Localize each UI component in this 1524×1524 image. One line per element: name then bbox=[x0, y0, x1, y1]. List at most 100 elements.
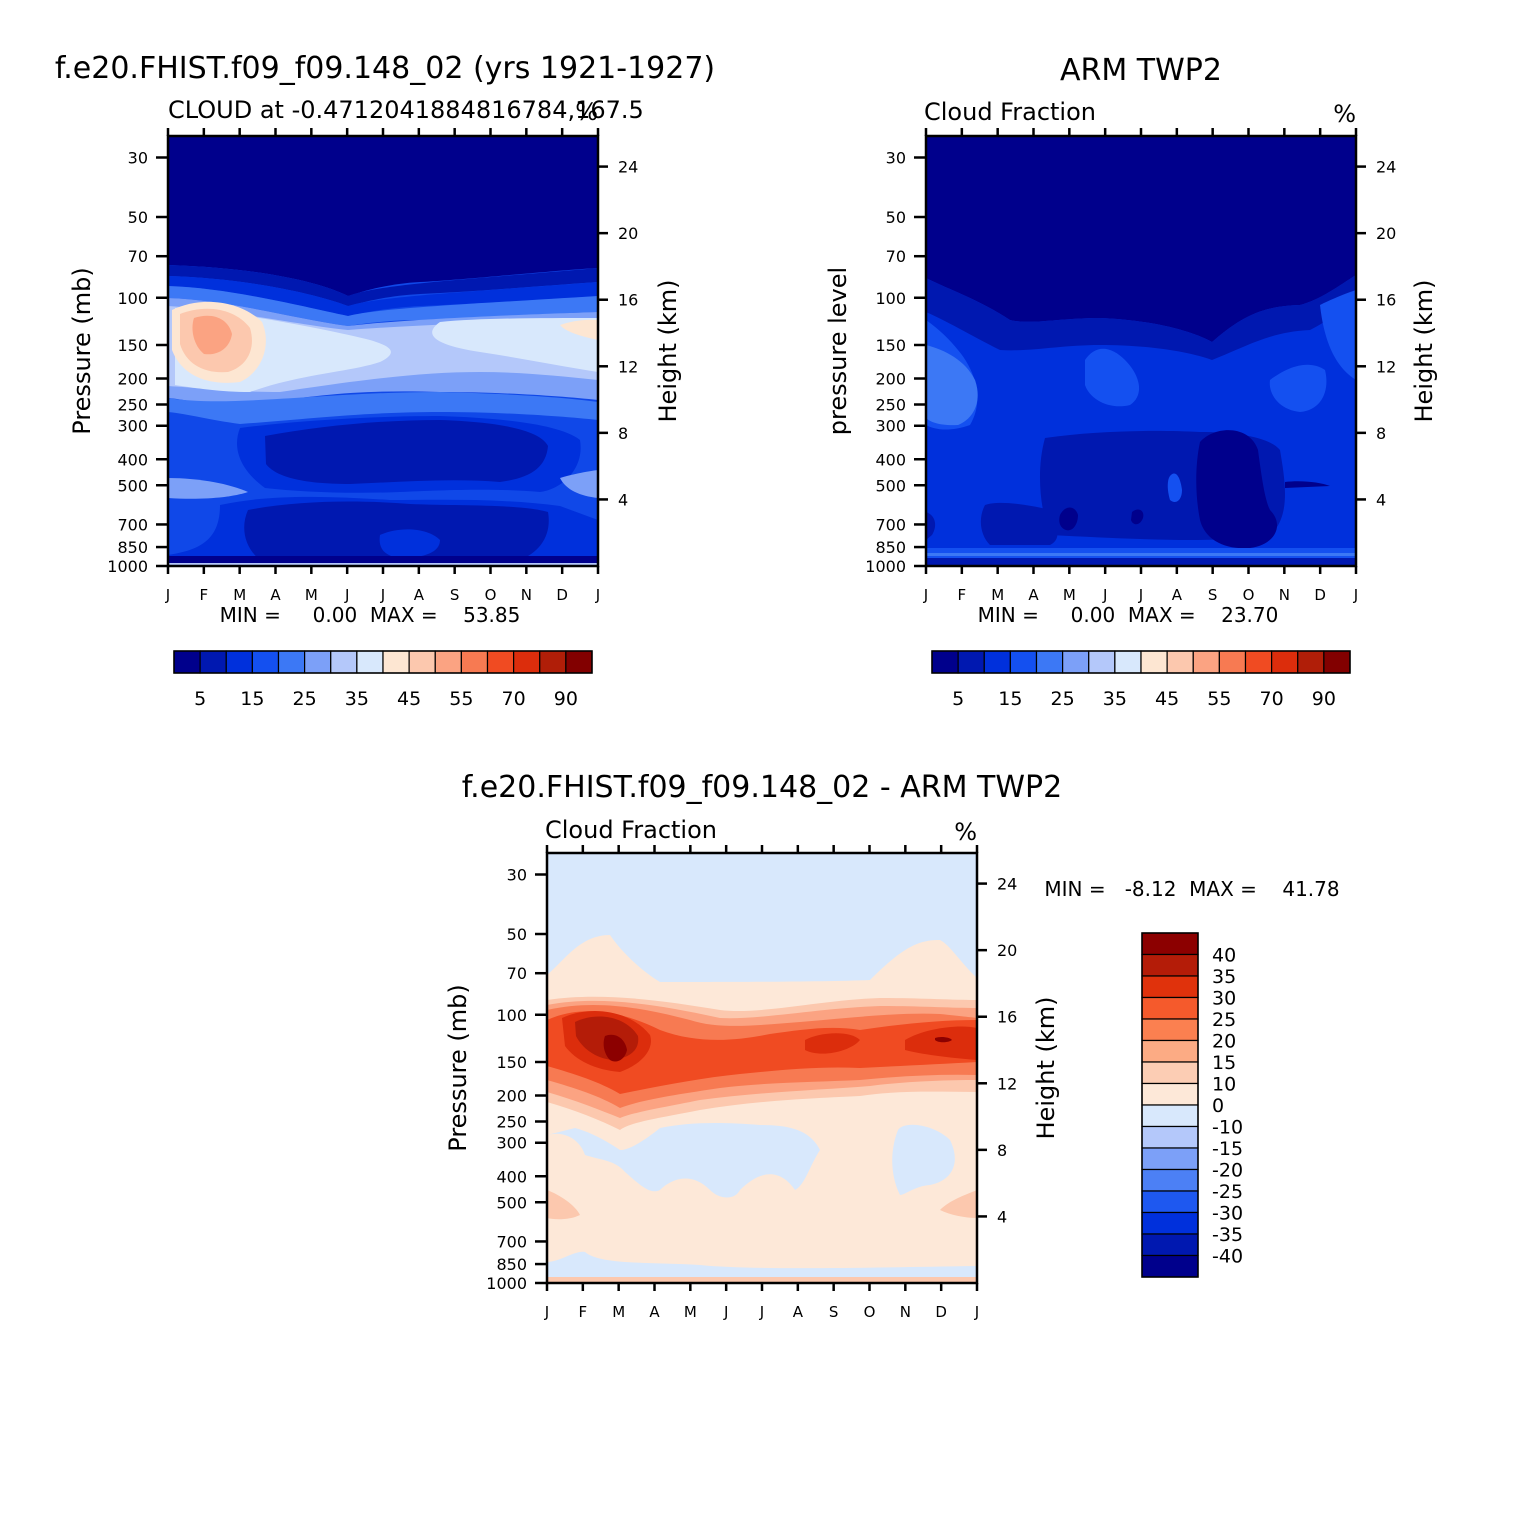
y-tick-label: 1000 bbox=[486, 1274, 527, 1293]
colorbar-swatch bbox=[1114, 650, 1142, 674]
y-tick-label-right: 20 bbox=[618, 224, 638, 243]
y-tick-label: 150 bbox=[875, 336, 906, 355]
y-axis-label: Pressure (mb) bbox=[444, 984, 472, 1151]
x-tick-label: J bbox=[923, 586, 928, 604]
y-tick-label-right: 8 bbox=[1376, 424, 1386, 443]
y-tick-label: 30 bbox=[128, 149, 148, 168]
colorbar-swatch bbox=[1141, 1125, 1199, 1149]
colorbar-label: 20 bbox=[1212, 1031, 1236, 1053]
y-tick-label-right: 8 bbox=[997, 1141, 1007, 1160]
contour-field bbox=[547, 853, 977, 1283]
x-tick-label: A bbox=[270, 586, 281, 604]
colorbar-swatch bbox=[1141, 1039, 1199, 1063]
colorbar-label: -35 bbox=[1212, 1224, 1243, 1246]
colorbar-swatch bbox=[1088, 650, 1116, 674]
y-tick-label-right: 24 bbox=[997, 875, 1017, 894]
colorbar-label: 10 bbox=[1212, 1074, 1236, 1096]
y-tick-label: 70 bbox=[507, 964, 527, 983]
y-tick-label: 700 bbox=[496, 1232, 527, 1251]
x-tick-label: N bbox=[521, 586, 532, 604]
panel-units: % bbox=[1333, 100, 1356, 128]
colorbar-label: 30 bbox=[1212, 988, 1236, 1010]
x-tick-label: J bbox=[595, 586, 600, 604]
y-tick-label-right: 8 bbox=[618, 424, 628, 443]
y-tick-label-right: 16 bbox=[618, 291, 638, 310]
y-tick-label: 500 bbox=[117, 476, 148, 495]
x-tick-label: J bbox=[974, 1303, 979, 1321]
colorbar-label: 5 bbox=[952, 688, 964, 710]
y-tick-label: 300 bbox=[875, 417, 906, 436]
y-tick-label: 200 bbox=[117, 370, 148, 389]
colorbar-label: 70 bbox=[502, 688, 526, 710]
colorbar-swatch bbox=[1244, 650, 1273, 674]
y-tick-label-right: 12 bbox=[618, 357, 638, 376]
x-tick-label: O bbox=[1243, 586, 1255, 604]
colorbar-swatch bbox=[1009, 650, 1038, 674]
colorbar-swatch bbox=[513, 650, 541, 674]
colorbar-swatch bbox=[983, 650, 1011, 674]
colorbar-swatch bbox=[1140, 650, 1168, 674]
colorbar-swatch bbox=[1166, 650, 1194, 674]
y-tick-label: 850 bbox=[496, 1255, 527, 1274]
y-tick-label: 1000 bbox=[865, 557, 906, 576]
y-tick-label: 850 bbox=[117, 538, 148, 557]
colorbar-swatch bbox=[1141, 1082, 1199, 1106]
colorbar-swatch bbox=[356, 650, 384, 674]
y-tick-label: 400 bbox=[875, 450, 906, 469]
panel-subtitle: Cloud Fraction bbox=[545, 816, 717, 844]
x-tick-label: D bbox=[556, 586, 568, 604]
colorbar-label: -25 bbox=[1212, 1181, 1243, 1203]
min-max-stats: MIN = 0.00 MAX = 53.85 bbox=[220, 603, 521, 627]
x-tick-label: J bbox=[723, 1303, 728, 1321]
y-tick-label: 400 bbox=[117, 450, 148, 469]
colorbar-swatch bbox=[1141, 1254, 1199, 1278]
panel-observation: ARM TWP2 Cloud Fraction % J F M A M J J A S O N D J bbox=[824, 53, 1438, 710]
y-tick-label: 300 bbox=[496, 1134, 527, 1153]
colorbar-swatch bbox=[1141, 996, 1199, 1020]
colorbar-swatch bbox=[1035, 650, 1064, 674]
x-tick-label: J bbox=[380, 586, 385, 604]
y-tick-label-right: 24 bbox=[618, 158, 638, 177]
x-tick-label: M bbox=[612, 1303, 625, 1321]
panel-units: % bbox=[954, 818, 977, 846]
y-tick-label: 70 bbox=[886, 247, 906, 266]
x-tick-label: M bbox=[1063, 586, 1076, 604]
colorbar-swatch bbox=[225, 650, 253, 674]
colorbar-swatch bbox=[434, 650, 462, 674]
colorbar-swatch bbox=[486, 650, 515, 674]
x-tick-label: M bbox=[305, 586, 318, 604]
colorbar-label: -30 bbox=[1212, 1203, 1243, 1225]
colorbar: 5 15 25 35 45 55 70 90 bbox=[173, 650, 593, 710]
colorbar-label: 90 bbox=[554, 688, 578, 710]
y-tick-label-right: 12 bbox=[997, 1074, 1017, 1093]
colorbar-swatch bbox=[1323, 650, 1351, 674]
colorbar-swatch bbox=[1141, 1168, 1199, 1192]
y-axis-label-right: Height (km) bbox=[1032, 997, 1060, 1140]
colorbar-label: 15 bbox=[240, 688, 264, 710]
y-tick-label: 100 bbox=[875, 289, 906, 308]
colorbar-swatch bbox=[1271, 650, 1299, 674]
colorbar-label: 25 bbox=[1051, 688, 1075, 710]
panel-title: f.e20.FHIST.f09_f09.148_02 (yrs 1921-192… bbox=[55, 51, 715, 86]
y-tick-label-right: 24 bbox=[1376, 158, 1396, 177]
colorbar-swatch bbox=[1062, 650, 1090, 674]
panel-difference: f.e20.FHIST.f09_f09.148_02 - ARM TWP2 Cl… bbox=[444, 770, 1340, 1321]
colorbar-label: 15 bbox=[1212, 1052, 1236, 1074]
x-tick-label: F bbox=[579, 1303, 588, 1321]
x-tick-label: F bbox=[200, 586, 209, 604]
colorbar-swatch bbox=[277, 650, 306, 674]
x-tick-label: J bbox=[544, 1303, 549, 1321]
x-tick-label: O bbox=[864, 1303, 876, 1321]
colorbar-label: 15 bbox=[998, 688, 1022, 710]
x-tick-label: D bbox=[935, 1303, 947, 1321]
colorbar-swatch bbox=[931, 650, 959, 674]
panel-subtitle: Cloud Fraction bbox=[924, 98, 1096, 126]
y-tick-label: 100 bbox=[117, 289, 148, 308]
y-axis-label-right: Height (km) bbox=[654, 280, 682, 423]
y-tick-label-right: 20 bbox=[1376, 224, 1396, 243]
colorbar-label: -10 bbox=[1212, 1117, 1243, 1139]
colorbar-swatch bbox=[1141, 1147, 1199, 1171]
colorbar-swatch bbox=[1141, 1233, 1199, 1257]
